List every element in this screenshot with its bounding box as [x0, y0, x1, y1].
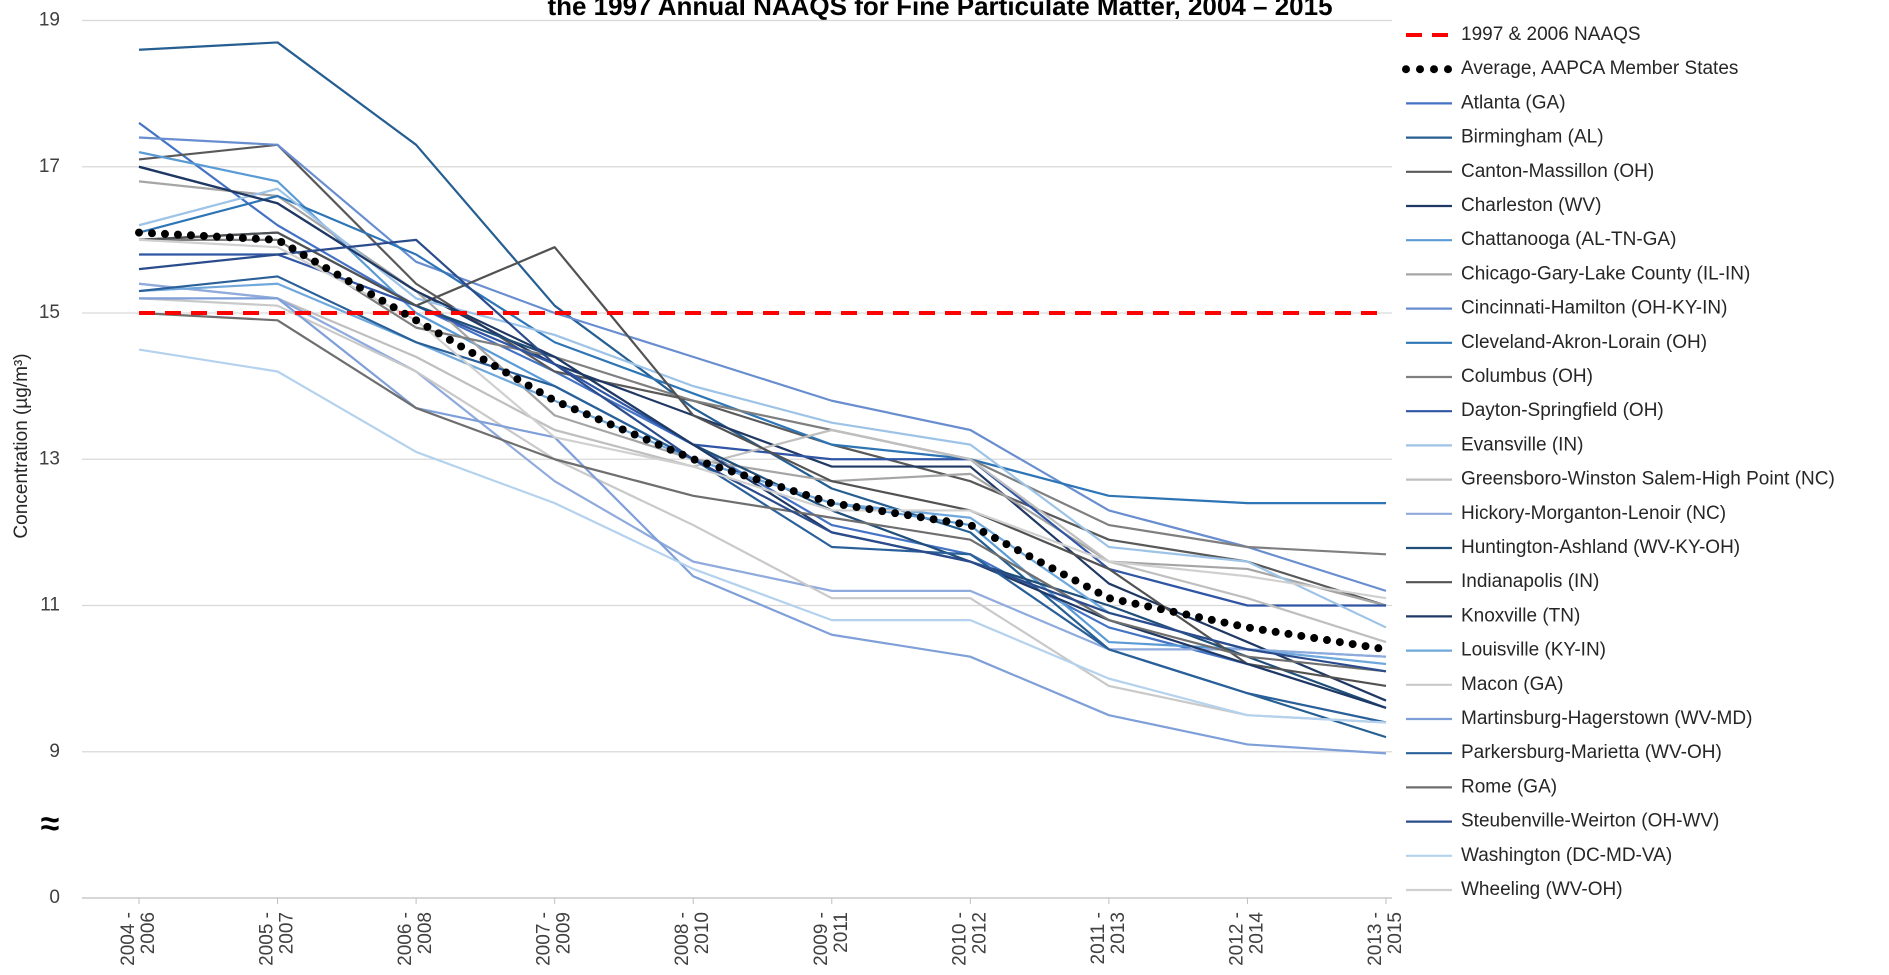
legend-label: Louisville (KY-IN) — [1461, 640, 1606, 661]
legend-label: Hickory-Morganton-Lenoir (NC) — [1461, 503, 1726, 524]
series-line — [138, 180, 1387, 607]
series-line — [138, 311, 1387, 673]
x-tick-label: 2005 - 2007 — [257, 912, 298, 966]
legend-label: Knoxville (TN) — [1461, 605, 1580, 626]
legend-label: 1997 & 2006 NAAQS — [1461, 24, 1641, 45]
legend-label: Atlanta (GA) — [1461, 92, 1566, 113]
legend-label: Chattanooga (AL-TN-GA) — [1461, 229, 1676, 250]
legend-label: Cleveland-Akron-Lorain (OH) — [1461, 332, 1707, 353]
legend-label: Steubenville-Weirton (OH-WV) — [1461, 811, 1719, 832]
legend-label: Parkersburg-Marietta (WV-OH) — [1461, 742, 1722, 763]
series-line — [138, 231, 1387, 688]
legend-label: Average, AAPCA Member States — [1461, 58, 1738, 79]
legend-label: Washington (DC-MD-VA) — [1461, 845, 1672, 866]
legend-label: Martinsburg-Hagerstown (WV-MD) — [1461, 708, 1752, 729]
x-tick-label: 2006 - 2008 — [395, 912, 436, 966]
x-tick-label: 2010 - 2012 — [949, 912, 990, 966]
legend-label: Evansville (IN) — [1461, 434, 1583, 455]
x-tick-label: 2012 - 2014 — [1226, 912, 1267, 966]
y-axis-label: Concentration (µg/m³) — [11, 353, 32, 538]
series-line — [135, 228, 1390, 654]
legend-label: Greensboro-Winston Salem-High Point (NC) — [1461, 469, 1835, 490]
series-line — [138, 297, 1387, 724]
series-line — [138, 194, 1386, 505]
y-tick-label: 17 — [39, 156, 60, 177]
x-tick-label: 2004 - 2006 — [118, 912, 159, 966]
series-line — [138, 282, 1387, 666]
legend-label: Huntington-Ashland (WV-KY-OH) — [1461, 537, 1740, 558]
series-line — [138, 348, 1387, 724]
series-line — [138, 41, 1387, 739]
y-tick-label: 0 — [49, 887, 60, 908]
x-tick-label: 2013 - 2015 — [1365, 912, 1406, 966]
legend-label: Charleston (WV) — [1461, 195, 1601, 216]
legend-label: Canton-Massillon (OH) — [1461, 161, 1654, 182]
x-tick-label: 2008 - 2010 — [672, 912, 713, 966]
y-tick-label: 11 — [40, 595, 60, 616]
y-tick-label: 15 — [39, 302, 60, 323]
series-line — [138, 275, 1387, 724]
y-tick-label: 9 — [49, 741, 60, 762]
legend-label: Chicago-Gary-Lake County (IL-IN) — [1461, 263, 1750, 284]
legend-label: Wheeling (WV-OH) — [1461, 879, 1623, 900]
axis-break: ≈ — [41, 805, 60, 843]
y-tick-label: 13 — [39, 448, 60, 469]
series-line — [138, 136, 1387, 592]
series-line — [138, 143, 1387, 607]
series-line — [138, 238, 1387, 673]
series-line — [138, 165, 1387, 709]
legend-label: Birmingham (AL) — [1461, 127, 1604, 148]
x-tick-label: 2009 - 2011 — [811, 912, 852, 966]
chart-title: the 1997 Annual NAAQS for Fine Particula… — [547, 0, 1332, 21]
x-tick-label: 2011 - 2013 — [1088, 912, 1129, 964]
legend-label: Cincinnati-Hamilton (OH-KY-IN) — [1461, 298, 1727, 319]
series-line — [138, 187, 1387, 629]
legend-label: Rome (GA) — [1461, 776, 1557, 797]
legend-label: Indianapolis (IN) — [1461, 571, 1599, 592]
series-line — [139, 297, 1387, 755]
x-tick-label: 2007 - 2009 — [534, 912, 575, 966]
y-tick-label: 19 — [39, 10, 60, 31]
series-line — [138, 282, 1387, 658]
legend-label: Columbus (OH) — [1461, 366, 1593, 387]
legend-label: Dayton-Springfield (OH) — [1461, 400, 1664, 421]
legend-label: Macon (GA) — [1461, 674, 1563, 695]
